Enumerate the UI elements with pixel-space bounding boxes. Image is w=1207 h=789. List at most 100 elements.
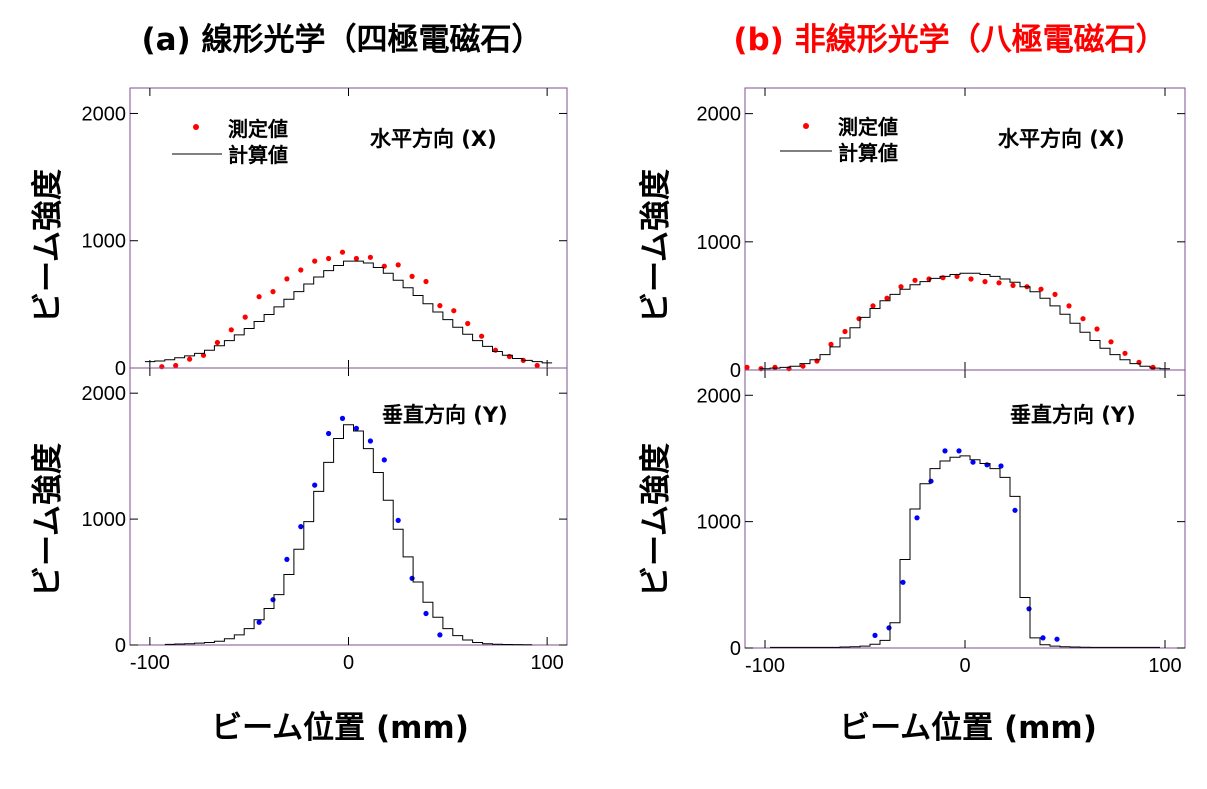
b-x-measured-point (940, 275, 946, 281)
b-y-measured-point (1054, 636, 1060, 642)
b-x-ytick-label: 0 (730, 360, 741, 382)
b-x-measured-point (982, 279, 988, 285)
a-x-ytick-label: 0 (115, 358, 126, 380)
a-legend-calculated: 計算値 (228, 143, 288, 167)
a-xlabel: ビーム位置 (mm) (211, 710, 469, 746)
b-x-measured-point (870, 303, 876, 309)
a-legend-measured-marker (193, 124, 199, 130)
b-x-measured-point (1038, 286, 1044, 292)
b-x-measured-point (898, 284, 904, 290)
b-x-measured-point (1052, 291, 1058, 297)
a-x-calculated-line (144, 260, 553, 364)
a-vertical-label: 垂直方向 (Y) (382, 403, 508, 427)
a-y-measured-point (423, 610, 429, 617)
b-y-measured-point (942, 448, 948, 454)
a-y-measured-point (284, 556, 290, 563)
a-x-measured-point (173, 362, 179, 369)
b-x-measured-point (1010, 282, 1016, 288)
b-y-measured-point (970, 459, 976, 465)
a-x-measured-point (492, 347, 499, 353)
b-x-ytick-label: 1000 (697, 232, 742, 254)
b-x-measured-point (1136, 359, 1142, 365)
a-y-measured-point (381, 457, 387, 463)
a-x-measured-point (506, 353, 512, 360)
a-x-ytick-label: 2000 (82, 103, 127, 125)
b-x-measured-point (884, 295, 890, 301)
a-x-measured-point (298, 267, 304, 273)
b-x-calculated-line (760, 272, 1170, 370)
a-x-measured-point (312, 258, 318, 264)
a-legend-measured: 測定値 (228, 117, 288, 141)
a-y-measured-point (339, 415, 346, 421)
a-y-measured-point (256, 619, 262, 625)
b-x-ytick-label: 2000 (697, 104, 742, 126)
a-x-measured-point (326, 255, 332, 262)
b-x-measured-point (1150, 364, 1156, 370)
b-y-xtick-label: 100 (1148, 655, 1181, 677)
panel-b-title: (b) 非線形光学（八極電磁石） (733, 22, 1166, 58)
a-y-measured-point (395, 517, 401, 524)
a-x-measured-point (187, 356, 193, 362)
b-y-measured-point (1012, 507, 1018, 513)
a-x-measured-point (451, 308, 457, 314)
a-x-frame (129, 87, 568, 369)
b-x-measured-point (926, 276, 932, 282)
b-y-calculated-line (770, 455, 1160, 648)
a-x-measured-point (353, 255, 359, 262)
a-y-ytick-label: 2000 (82, 383, 127, 405)
b-x-measured-point (1122, 350, 1128, 356)
b-x-measured-point (744, 364, 750, 370)
a-x-ytick-label: 1000 (82, 231, 127, 253)
b-y-measured-point (872, 632, 878, 639)
b-y-measured-point (886, 625, 892, 631)
b-y-measured-point (998, 463, 1004, 469)
a-y-measured-point (409, 575, 415, 581)
a-x-measured-point (534, 362, 540, 369)
b-x-measured-point (786, 366, 792, 372)
a-y-xtick-label: 0 (343, 652, 354, 674)
a-x-measured-point (381, 263, 387, 269)
panel-a-title: (a) 線形光学（四極電磁石） (141, 22, 542, 58)
b-x-measured-point (856, 316, 862, 322)
b-x-measured-point (996, 280, 1002, 286)
b-horizontal-label: 水平方向 (X) (998, 127, 1125, 151)
b-x-measured-point (842, 328, 848, 335)
b-y-ytick-label: 2000 (697, 385, 742, 407)
b-x-measured-point (814, 358, 820, 364)
a-x-measured-point (270, 289, 276, 295)
b-x-ylabel: ビーム強度 (638, 169, 674, 323)
b-y-measured-point (1026, 606, 1032, 612)
a-x-measured-point (479, 333, 485, 339)
a-x-measured-point (367, 254, 373, 260)
b-x-measured-point (828, 341, 834, 347)
b-y-measured-point (900, 579, 906, 585)
b-y-measured-point (928, 478, 934, 484)
a-y-ylabel: ビーム強度 (30, 443, 66, 597)
a-y-xtick-label: -100 (130, 652, 170, 674)
a-y-ytick-label: 0 (115, 635, 126, 657)
b-xlabel: ビーム位置 (mm) (839, 710, 1097, 746)
b-x-measured-point (1066, 303, 1072, 309)
a-x-measured-point (423, 278, 429, 285)
b-legend-calculated: 計算値 (838, 141, 898, 165)
a-x-measured-point (159, 364, 165, 370)
a-y-measured-point (298, 524, 304, 530)
b-y-ylabel: ビーム強度 (638, 443, 674, 597)
b-y-ytick-label: 1000 (697, 512, 742, 534)
a-x-measured-point (242, 314, 248, 320)
chart-b-x: 0 1000 2000 (697, 87, 1186, 382)
a-x-measured-point (256, 294, 262, 300)
a-x-measured-point (465, 320, 471, 327)
a-y-measured-point (270, 597, 276, 603)
a-x-measured-point (339, 249, 346, 255)
a-horizontal-label: 水平方向 (X) (370, 127, 497, 151)
a-x-measured-point (200, 352, 207, 358)
a-y-measured-point (367, 438, 373, 444)
b-x-measured-point (800, 363, 806, 369)
b-x-measured-point (772, 364, 778, 370)
b-x-measured-point (912, 277, 918, 283)
